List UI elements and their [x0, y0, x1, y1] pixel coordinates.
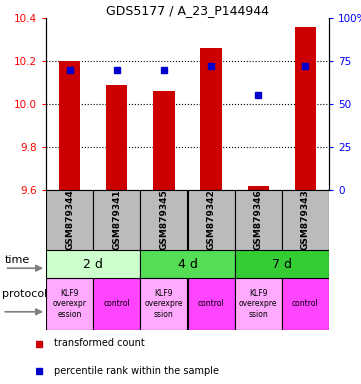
Text: KLF9
overexpre
ssion: KLF9 overexpre ssion [145, 289, 183, 319]
Bar [93, 278, 140, 330]
Text: GSM879346: GSM879346 [254, 190, 263, 250]
Bar [235, 190, 282, 250]
Bar [200, 48, 222, 190]
Bar [187, 190, 235, 250]
Text: GSM879345: GSM879345 [160, 190, 169, 250]
Text: control: control [292, 300, 319, 308]
Bar [187, 278, 235, 330]
Text: control: control [198, 300, 225, 308]
Text: time: time [5, 255, 30, 265]
Text: protocol: protocol [2, 289, 48, 299]
Text: 4 d: 4 d [178, 258, 197, 270]
Text: GSM879344: GSM879344 [65, 190, 74, 250]
Title: GDS5177 / A_23_P144944: GDS5177 / A_23_P144944 [106, 4, 269, 17]
Text: GSM879343: GSM879343 [301, 190, 310, 250]
Bar [140, 190, 187, 250]
Bar [295, 26, 316, 190]
Text: 2 d: 2 d [83, 258, 103, 270]
Bar [235, 278, 282, 330]
Bar [235, 250, 329, 278]
Text: transformed count: transformed count [53, 339, 144, 349]
Bar [46, 278, 93, 330]
Text: 7 d: 7 d [272, 258, 292, 270]
Text: GSM879342: GSM879342 [206, 190, 216, 250]
Text: KLF9
overexpr
ession: KLF9 overexpr ession [53, 289, 87, 319]
Text: KLF9
overexpre
ssion: KLF9 overexpre ssion [239, 289, 278, 319]
Bar [248, 186, 269, 190]
Bar [106, 84, 127, 190]
Text: percentile rank within the sample: percentile rank within the sample [53, 366, 218, 376]
Text: control: control [103, 300, 130, 308]
Bar [140, 250, 235, 278]
Text: GSM879341: GSM879341 [112, 190, 121, 250]
Bar [93, 190, 140, 250]
Bar [140, 278, 187, 330]
Bar [59, 61, 80, 190]
Bar [282, 278, 329, 330]
Bar [46, 250, 140, 278]
Bar [282, 190, 329, 250]
Bar [153, 91, 174, 190]
Bar [46, 190, 93, 250]
